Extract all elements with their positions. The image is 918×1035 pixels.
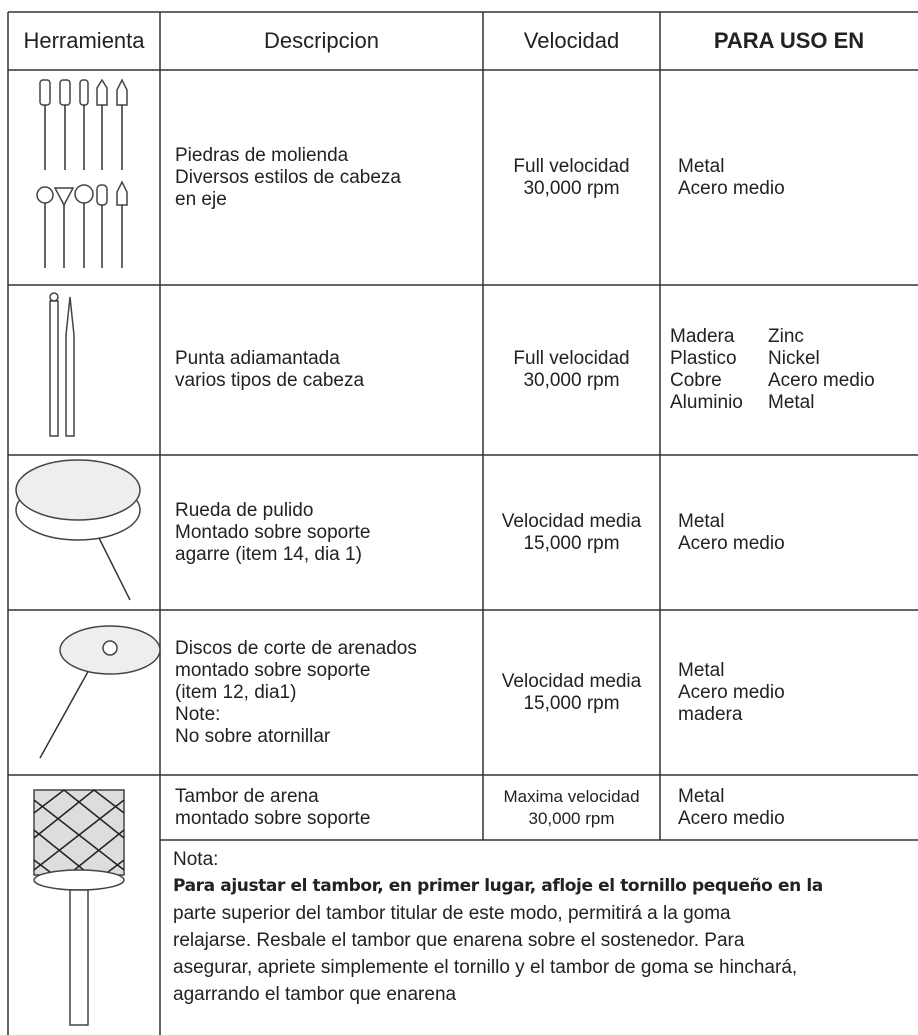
speed-line: Full velocidad: [513, 155, 630, 177]
note-line: asegurar, apriete simplemente el tornill…: [173, 957, 798, 978]
header-cell: PARA USO EN: [713, 28, 865, 53]
description-line: Rueda de pulido: [175, 499, 314, 521]
description-line: Piedras de molienda: [175, 144, 349, 166]
uses-cell: Metal Acero medio madera: [678, 610, 918, 775]
use-item: Aluminio: [670, 392, 743, 413]
description-line: agarre (item 14, dia 1): [175, 543, 362, 565]
speed-line: Velocidad media: [501, 510, 642, 532]
speed-cell: Maxima velocidad 30,000 rpm: [483, 775, 660, 840]
use-item: Plastico: [670, 348, 737, 369]
polishing-wheel-icon: [15, 459, 141, 601]
uses-line: Acero medio: [678, 681, 785, 703]
description-cell: Discos de corte de arenados montado sobre…: [175, 610, 475, 775]
header-cell: Herramienta: [23, 28, 145, 53]
use-pair: Cobre Acero medio: [670, 370, 918, 392]
uses-cell: Madera Zinc Plastico Nickel Cobre Acero medio…: [670, 285, 918, 455]
use-item: Nickel: [768, 348, 820, 369]
uses-line: Acero medio: [678, 807, 785, 829]
use-pair: Plastico Nickel: [670, 348, 918, 370]
grinding-stones-icon: [36, 78, 128, 268]
uses-line: Acero medio: [678, 532, 785, 554]
use-item: Cobre: [670, 370, 722, 391]
note-label: Nota:: [173, 849, 219, 870]
uses-line: madera: [678, 703, 743, 725]
header-cell: Velocidad: [523, 28, 620, 53]
note-line: agarrando el tambor que enarena: [173, 984, 457, 1005]
uses-line: Acero medio: [678, 177, 785, 199]
speed-line: Maxima velocidad: [503, 786, 640, 806]
description-cell: Piedras de molienda Diversos estilos de c…: [175, 70, 475, 285]
speed-line: 30,000 rpm: [523, 177, 620, 199]
speed-line: 15,000 rpm: [523, 692, 620, 714]
description-cell: Tambor de arena montado sobre soporte: [175, 775, 475, 840]
header-cell: Descripcion: [264, 28, 379, 53]
speed-line: 30,000 rpm: [528, 808, 615, 828]
description-line: (item 12, dia1): [175, 681, 297, 703]
use-item: Acero medio: [768, 370, 875, 391]
description-cell: Rueda de pulido Montado sobre soporte agar…: [175, 455, 475, 610]
note-emphasis: Para ajustar el tambor, en primer lugar,…: [173, 876, 823, 896]
diamond-point-icon: [49, 292, 75, 437]
uses-line: Metal: [678, 155, 725, 177]
speed-line: 30,000 rpm: [523, 370, 620, 391]
description-line: Punta adiamantada: [175, 348, 340, 369]
speed-cell: Velocidad media 15,000 rpm: [483, 610, 660, 775]
description-line: Diversos estilos de cabeza: [175, 166, 401, 188]
speed-cell: Full velocidad 30,000 rpm: [483, 285, 660, 455]
note-line: relajarse. Resbale el tambor que enarena…: [173, 930, 745, 951]
use-item: Zinc: [768, 326, 804, 347]
description-line: en eje: [175, 188, 227, 210]
note-line: parte superior del tambor titular de est…: [173, 903, 731, 924]
description-line: montado sobre soporte: [175, 807, 371, 829]
cutting-disc-icon: [39, 625, 161, 759]
description-line: Note:: [175, 703, 221, 725]
use-item: Madera: [670, 326, 735, 347]
sanding-drum-icon: [33, 789, 125, 1026]
description-cell: Punta adiamantada varios tipos de cabeza: [175, 285, 475, 455]
speed-line: Velocidad media: [501, 670, 642, 692]
use-pair: Aluminio Metal: [670, 392, 918, 414]
uses-line: Metal: [678, 510, 725, 532]
description-line: Discos de corte de arenados: [175, 637, 417, 659]
description-line: Montado sobre soporte: [175, 521, 371, 543]
use-item: Metal: [768, 392, 815, 413]
speed-line: 15,000 rpm: [523, 532, 620, 554]
speed-cell: Velocidad media 15,000 rpm: [483, 455, 660, 610]
uses-line: Metal: [678, 785, 725, 807]
description-line: montado sobre soporte: [175, 659, 371, 681]
use-pair: Madera Zinc: [670, 326, 918, 348]
description-line: No sobre atornillar: [175, 725, 331, 747]
uses-cell: Metal Acero medio: [678, 455, 918, 610]
speed-line: Full velocidad: [513, 348, 630, 369]
uses-line: Metal: [678, 659, 725, 681]
speed-cell: Full velocidad 30,000 rpm: [483, 70, 660, 285]
note: Nota: Para ajustar el tambor, en primer l…: [173, 846, 913, 1008]
uses-cell: Metal Acero medio: [678, 70, 918, 285]
description-line: varios tipos de cabeza: [175, 370, 365, 391]
uses-cell: Metal Acero medio: [678, 775, 918, 840]
description-line: Tambor de arena: [175, 785, 319, 807]
